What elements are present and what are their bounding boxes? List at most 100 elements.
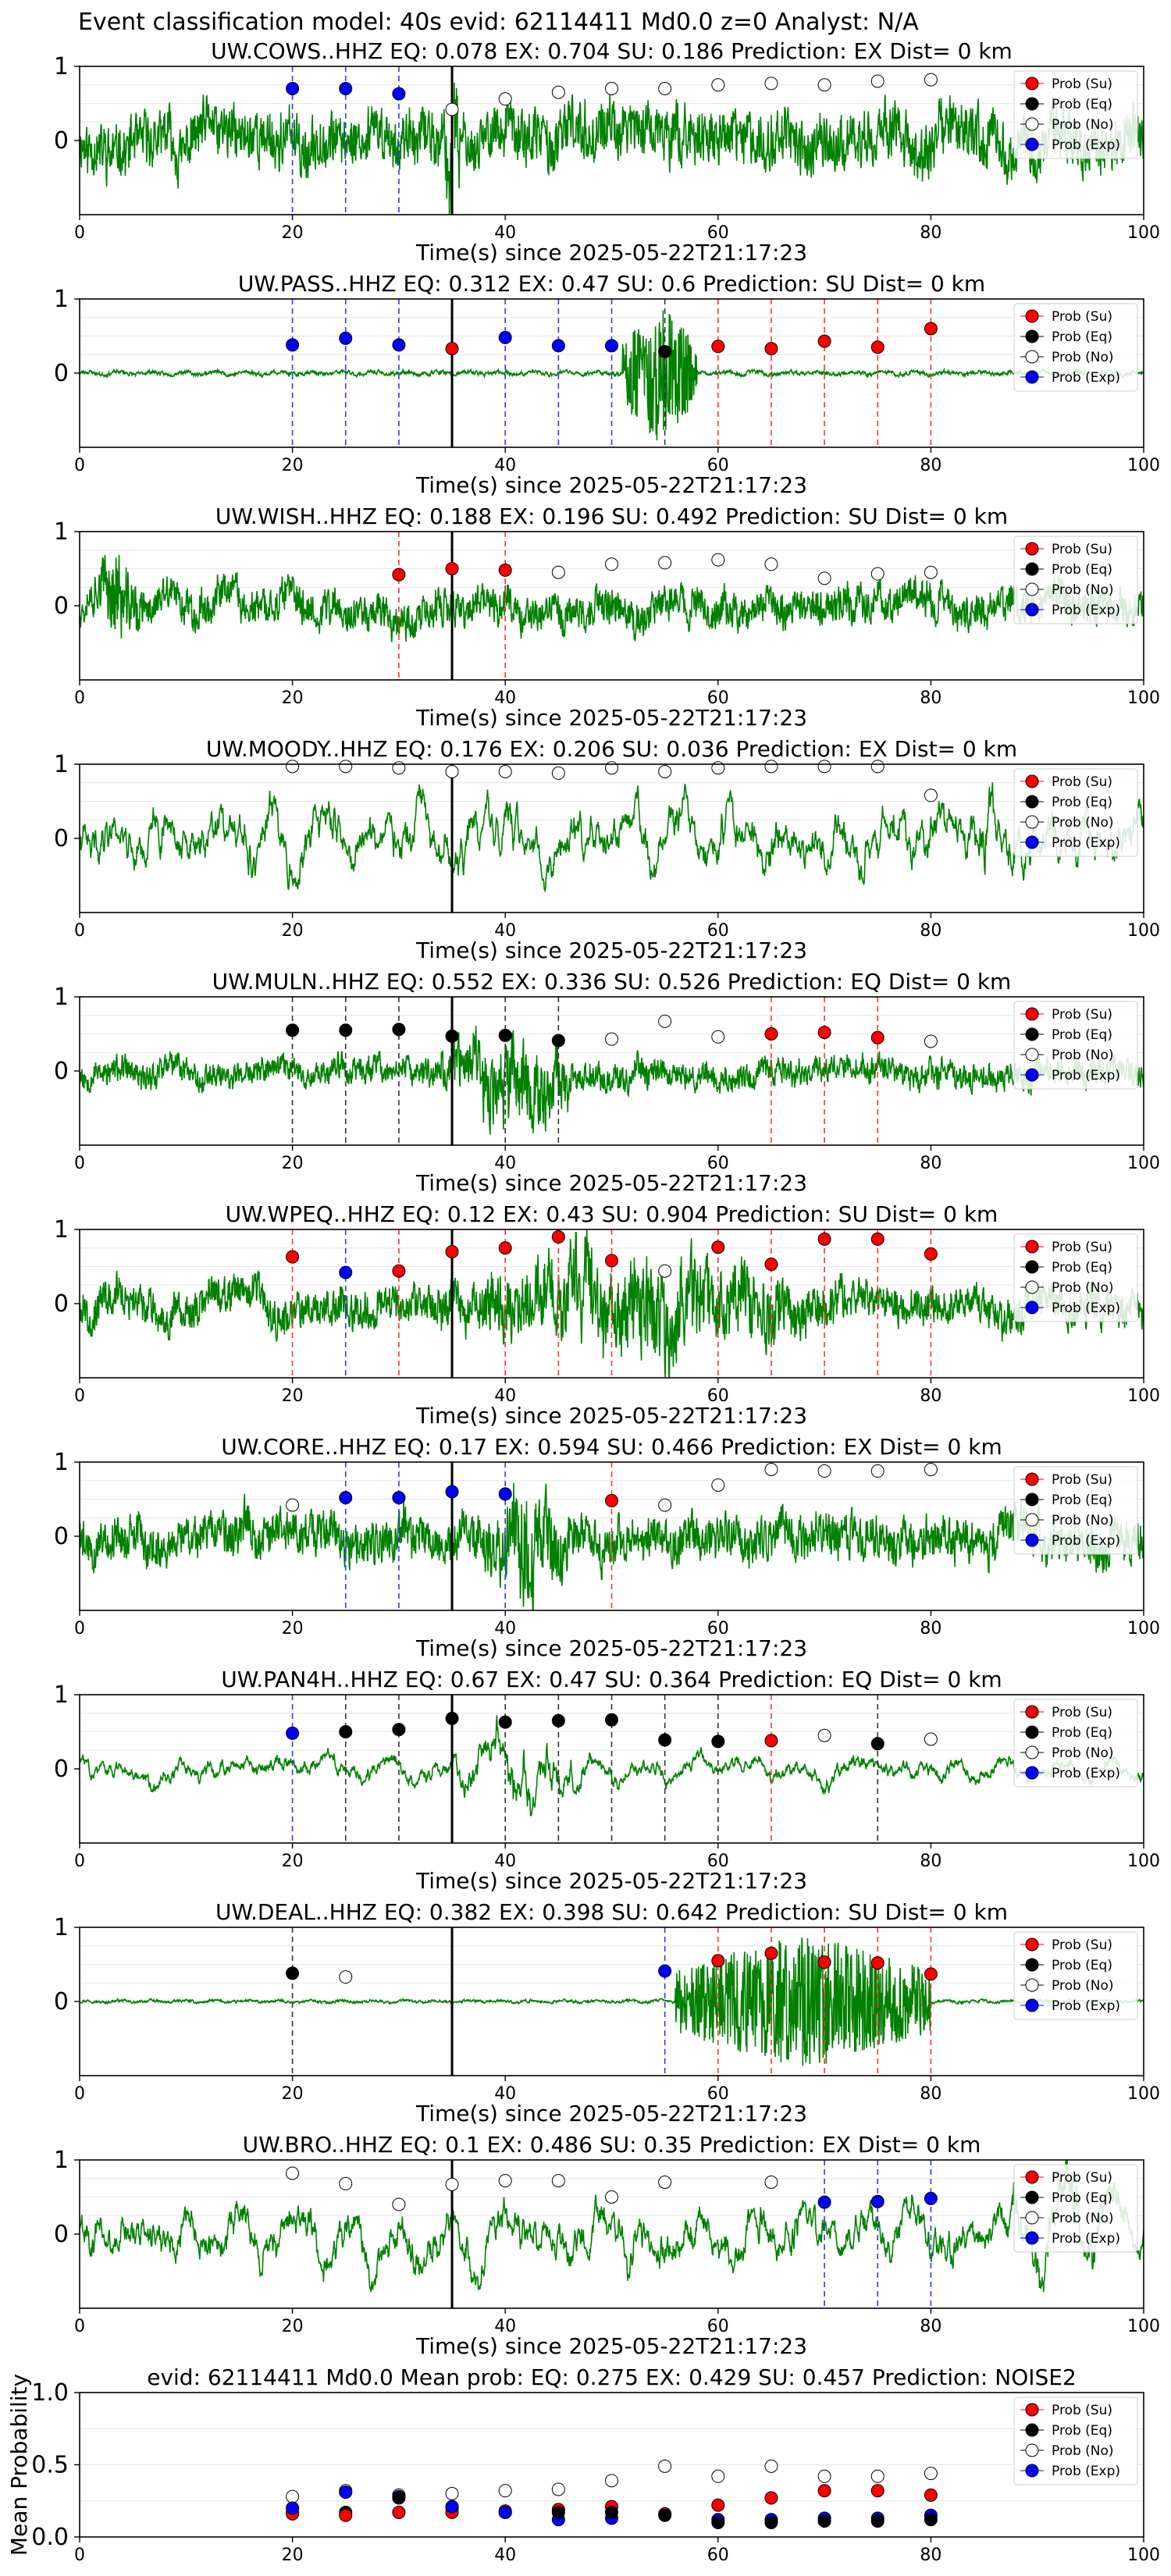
prob-marker-no [870,760,884,774]
legend-marker-eq [1025,562,1039,576]
prob-marker-no [817,571,831,585]
legend-label-su: Prob (Su) [1052,774,1112,790]
legend: Prob (Su) Prob (Eq) Prob (No) Prob (Exp) [1013,768,1138,857]
prob-marker-no [658,82,672,95]
x-tick-label: 40 [494,456,516,475]
legend-box [1013,2396,1138,2485]
panel-title: UW.WPEQ..HHZ EQ: 0.12 EX: 0.43 SU: 0.904… [226,1201,998,1227]
y-tick-label: 1 [54,1216,69,1244]
legend-label-exp: Prob (Exp) [1052,1068,1120,1083]
y-tick-label: 1 [54,53,69,80]
legend-label-exp: Prob (Exp) [1052,1998,1120,2014]
prob-marker-no [498,765,512,778]
legend-box [1013,1233,1138,1322]
prob-marker-su [711,2498,725,2512]
prob-marker-su [870,1956,884,1970]
panel-title: UW.DEAL..HHZ EQ: 0.382 EX: 0.398 SU: 0.6… [215,1899,1008,1925]
panel-uw-pan4h-hhz: UW.PAN4H..HHZ EQ: 0.67 EX: 0.47 SU: 0.36… [54,1667,1160,1894]
prob-marker-no [764,76,778,91]
legend-marker-eq [1025,1027,1039,1041]
legend-label-su: Prob (Su) [1052,1007,1112,1023]
legend-label-no: Prob (No) [1052,1280,1114,1296]
prob-marker-no [764,760,778,774]
prob-marker-su [445,562,459,575]
y-tick-label: 1 [54,286,69,313]
prob-marker-eq [286,1023,300,1037]
prob-marker-no [870,74,884,88]
panel-uw-moody-hhz: UW.MOODY..HHZ EQ: 0.176 EX: 0.206 SU: 0.… [54,736,1160,963]
panel-uw-cows-hhz: UW.COWS..HHZ EQ: 0.078 EX: 0.704 SU: 0.1… [54,38,1160,265]
legend-label-exp: Prob (Exp) [1052,137,1120,153]
prob-marker-su [817,2484,831,2498]
prob-marker-no [445,765,459,778]
legend: Prob (Su) Prob (Eq) Prob (No) Prob (Exp) [1013,2164,1138,2253]
y-tick-label: 0 [54,360,69,387]
prob-marker-su [392,568,406,582]
legend-label-su: Prob (Su) [1052,1705,1112,1720]
prob-marker-no [658,1498,672,1512]
y-tick-label: 1 [54,2147,69,2174]
prob-marker-no [870,567,884,581]
prob-marker-su [392,2506,406,2520]
x-tick-label: 0 [74,2084,85,2104]
legend: Prob (Su) Prob (Eq) Prob (No) Prob (Exp) [1013,2396,1138,2485]
prob-marker-eq [392,1723,406,1737]
panel-title: UW.WISH..HHZ EQ: 0.188 EX: 0.196 SU: 0.4… [215,503,1008,529]
x-tick-label: 60 [707,688,729,708]
x-tick-label: 100 [1127,2084,1160,2104]
panel-title: UW.MULN..HHZ EQ: 0.552 EX: 0.336 SU: 0.5… [212,969,1012,994]
prob-marker-exp [817,2195,831,2209]
legend-marker-su [1025,76,1039,91]
prob-marker-exp [551,339,565,353]
x-axis-label: Time(s) since 2025-05-22T21:17:23 [415,1170,807,1196]
prob-marker-no [764,1463,778,1476]
x-axis-label: Time(s) since 2025-05-22T21:17:23 [415,472,807,498]
legend-label-su: Prob (Su) [1052,1937,1112,1953]
panel-title: UW.CORE..HHZ EQ: 0.17 EX: 0.594 SU: 0.46… [221,1434,1002,1460]
panel-uw-wpeq-hhz: UW.WPEQ..HHZ EQ: 0.12 EX: 0.43 SU: 0.904… [54,1201,1160,1429]
legend-marker-exp [1025,2231,1039,2245]
legend-marker-no [1025,815,1039,829]
panel-title: UW.COWS..HHZ EQ: 0.078 EX: 0.704 SU: 0.1… [211,38,1013,64]
prob-marker-su [498,1241,512,1255]
y-tick-label: 0 [54,2221,69,2248]
prob-marker-exp [339,1491,353,1505]
y-tick-label: 0 [54,825,69,852]
x-tick-label: 60 [707,1852,729,1871]
legend-marker-su [1025,309,1039,323]
legend-label-exp: Prob (Exp) [1052,603,1120,618]
prob-marker-su [605,1254,618,1268]
prob-marker-eq [498,1028,512,1042]
prob-marker-no [445,2487,459,2500]
prob-marker-no [445,102,459,116]
prob-marker-no [817,760,831,774]
prob-marker-no [711,553,725,567]
legend-label-su: Prob (Su) [1052,309,1112,325]
prob-marker-eq [658,1733,672,1747]
x-tick-label: 20 [282,1619,304,1638]
legend-label-eq: Prob (Eq) [1052,562,1112,578]
prob-marker-no [498,2174,512,2188]
prob-marker-no [339,2176,353,2190]
prob-marker-eq [870,2514,884,2528]
panel-uw-pass-hhz: UW.PASS..HHZ EQ: 0.312 EX: 0.47 SU: 0.6 … [54,271,1160,498]
waveform-trace [80,1937,1144,2066]
prob-marker-no [392,2197,406,2211]
prob-marker-no [551,85,565,99]
prob-marker-no [605,761,618,775]
prob-marker-su [711,340,725,354]
x-tick-label: 40 [494,223,516,243]
legend-label-no: Prob (No) [1052,1745,1114,1761]
prob-marker-no [658,2176,672,2189]
legend-label-eq: Prob (Eq) [1052,1725,1112,1741]
legend-marker-exp [1025,1300,1039,1315]
y-tick-label: 1 [54,984,69,1011]
prob-marker-no [711,2469,725,2483]
legend-marker-no [1025,2443,1039,2457]
prob-marker-eq [339,1725,353,1738]
prob-marker-no [764,2459,778,2473]
legend-label-su: Prob (Su) [1052,2170,1112,2186]
prob-marker-su [445,342,459,356]
legend-marker-no [1025,2211,1039,2225]
x-tick-label: 80 [920,1386,941,1406]
